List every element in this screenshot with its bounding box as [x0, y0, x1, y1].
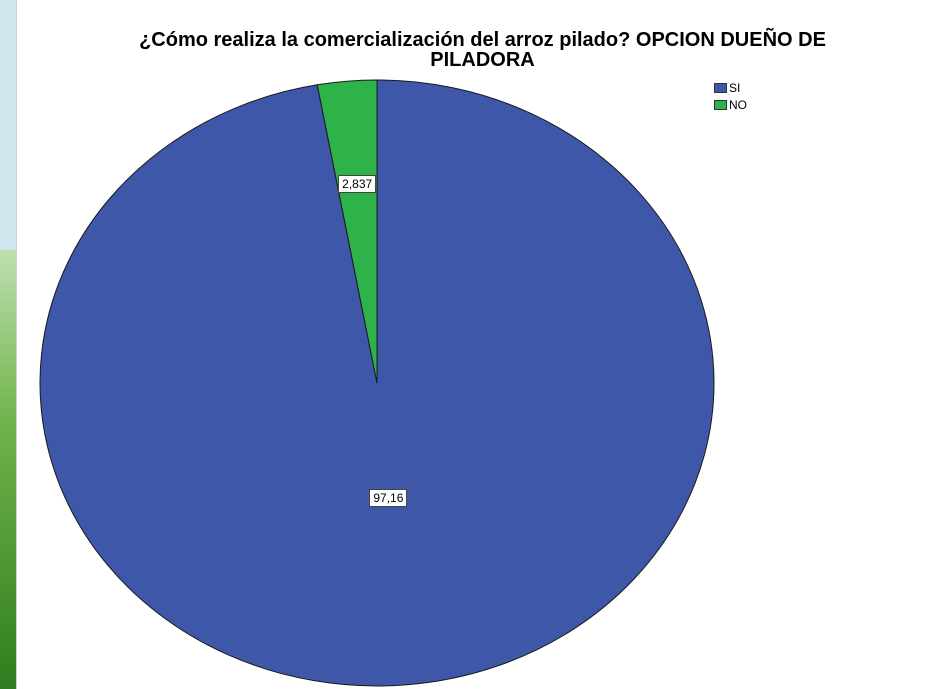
data-label-no: 2,837	[338, 174, 377, 193]
legend-item-si: SI	[714, 79, 747, 96]
data-label-si: 97,16	[369, 488, 408, 507]
legend-item-no: NO	[714, 96, 747, 113]
legend-label-no: NO	[729, 97, 747, 112]
legend-label-si: SI	[729, 80, 741, 95]
pie-slice-no	[316, 79, 378, 384]
chart-title: ¿Cómo realiza la comercialización del ar…	[16, 30, 949, 70]
chart-title-line-2: PILADORA	[430, 49, 535, 71]
chart-title-line-1: ¿Cómo realiza la comercialización del ar…	[139, 29, 826, 51]
legend: SI NO	[714, 79, 747, 113]
pie-slice-si	[39, 79, 715, 687]
legend-swatch-no	[714, 99, 727, 110]
legend-swatch-si	[714, 82, 727, 93]
